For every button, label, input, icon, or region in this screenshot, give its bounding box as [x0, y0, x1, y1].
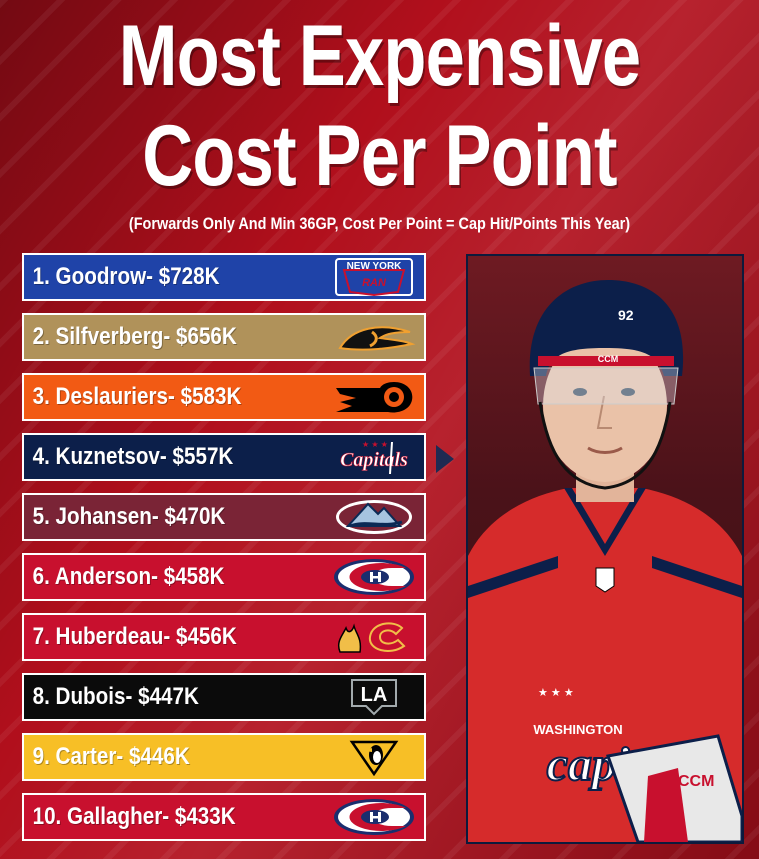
capitals-logo: ★ ★ ★ Capitals [330, 438, 418, 476]
ranking-label: 9. Carter- $446K [32, 743, 190, 770]
ranking-row-1: 1. Goodrow- $728K NEW YORK RAN [22, 253, 426, 301]
flyers-logo [330, 378, 418, 416]
flames-logo [330, 618, 418, 656]
helmet-number: 92 [618, 307, 634, 323]
svg-text:★ ★ ★: ★ ★ ★ [538, 687, 574, 699]
avalanche-logo [330, 498, 418, 536]
svg-text:RAN: RAN [362, 277, 387, 289]
helmet-brand: CCM [598, 354, 619, 364]
ranking-row-9: 9. Carter- $446K [22, 733, 426, 781]
glove-brand: CCM [678, 773, 714, 790]
ranking-label: 3. Deslauriers- $583K [32, 383, 242, 410]
svg-text:★ ★ ★: ★ ★ ★ [362, 440, 388, 449]
rangers-logo: NEW YORK RAN [330, 258, 418, 296]
ranking-list: 1. Goodrow- $728K NEW YORK RAN 2. Silfve… [22, 253, 426, 853]
kings-text: LA [361, 684, 388, 706]
ranking-label: 5. Johansen- $470K [32, 503, 226, 530]
ranking-row-6: 6. Anderson- $458K [22, 553, 426, 601]
ranking-label: 6. Anderson- $458K [32, 563, 225, 590]
page-title-line-2: Cost Per Point [142, 108, 617, 204]
ranking-row-3: 3. Deslauriers- $583K [22, 373, 426, 421]
kings-logo: LA [330, 678, 418, 716]
ranking-label: 4. Kuznetsov- $557K [32, 443, 234, 470]
ranking-row-5: 5. Johansen- $470K [22, 493, 426, 541]
pointer-arrow-icon [436, 445, 454, 473]
ranking-row-10: 10. Gallagher- $433K [22, 793, 426, 841]
ranking-label: 8. Dubois- $447K [32, 683, 199, 710]
ducks-logo [330, 318, 418, 356]
page-title-line-1: Most Expensive [118, 8, 641, 104]
rangers-text: NEW YORK [347, 261, 403, 272]
ranking-label: 1. Goodrow- $728K [32, 263, 220, 290]
canadiens-logo [330, 798, 418, 836]
ranking-label: 7. Huberdeau- $456K [32, 623, 237, 650]
jersey-text: WASHINGTON [533, 722, 622, 737]
capitals-text: Capitals [340, 449, 408, 471]
canadiens-logo [330, 558, 418, 596]
ranking-row-4: 4. Kuznetsov- $557K ★ ★ ★ Capitals [22, 433, 426, 481]
ranking-label: 10. Gallagher- $433K [32, 803, 236, 830]
penguins-logo [330, 738, 418, 776]
ranking-row-7: 7. Huberdeau- $456K [22, 613, 426, 661]
ranking-row-2: 2. Silfverberg- $656K [22, 313, 426, 361]
subtitle: (Forwards Only And Min 36GP, Cost Per Po… [128, 214, 631, 233]
ranking-row-8: 8. Dubois- $447K LA [22, 673, 426, 721]
ranking-label: 2. Silfverberg- $656K [32, 323, 237, 350]
player-photo: 92 CCM ★ ★ ★ WASHINGTON capi CCM [466, 254, 744, 844]
